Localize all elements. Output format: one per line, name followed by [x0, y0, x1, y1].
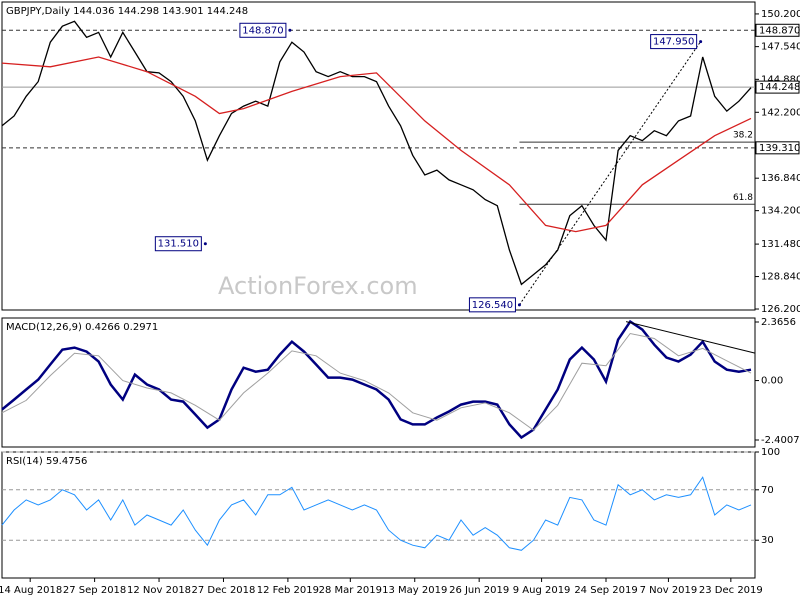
annotation-label: 148.870	[242, 25, 283, 36]
y-tick-label: 2.3656	[761, 317, 796, 328]
y-tick-label: 144.880	[761, 74, 800, 85]
fib-label: 61.8	[733, 193, 753, 203]
y-tick-label: 142.200	[761, 107, 800, 118]
x-tick-label: 28 Mar 2019	[319, 585, 382, 596]
y-tick-label: 150.200	[761, 9, 800, 20]
watermark: ActionForex.com	[218, 272, 418, 300]
level-label: 139.310	[759, 143, 800, 154]
fib-label: 38.2	[733, 131, 753, 141]
y-tick-label: -2.4007	[761, 435, 800, 446]
x-tick-label: 27 Dec 2018	[192, 585, 256, 596]
panel	[1, 451, 756, 579]
y-tick-label: 134.200	[761, 206, 800, 217]
x-tick-label: 26 Jun 2019	[449, 585, 509, 596]
y-tick-label: 147.540	[761, 42, 800, 53]
x-tick-label: 13 May 2019	[382, 585, 447, 596]
x-tick-label: 24 Sep 2019	[574, 585, 637, 596]
annotation-label: 126.540	[472, 300, 513, 311]
annotation-box	[239, 22, 287, 38]
y-tick-label: 100	[761, 447, 780, 458]
level-label: 148.870	[759, 25, 800, 36]
annotation-point	[699, 40, 703, 44]
y-tick-label: 136.840	[761, 173, 800, 184]
annotation-point	[288, 28, 292, 32]
annotation-label: 147.950	[653, 37, 694, 48]
annotation-box	[468, 297, 516, 313]
annotation-box	[154, 236, 202, 252]
panel	[1, 317, 756, 448]
y-tick-label: 128.840	[761, 272, 800, 283]
level-box	[755, 80, 800, 94]
panel-title: GBPJPY,Daily 144.036 144.298 143.901 144…	[6, 6, 248, 17]
annotation-label: 131.510	[158, 239, 199, 250]
y-tick-label: 131.480	[761, 239, 800, 250]
level-box	[755, 23, 800, 37]
level-label: 144.248	[759, 82, 800, 93]
y-tick-label: 70	[761, 485, 774, 496]
series-line	[1, 476, 752, 551]
y-tick-label: 0.00	[761, 376, 783, 387]
x-tick-label: 12 Feb 2019	[257, 585, 319, 596]
annotation-box	[650, 34, 698, 50]
panel-title: MACD(12,26,9) 0.4266 0.2971	[6, 322, 158, 333]
y-tick-label: 30	[761, 535, 774, 546]
x-tick-label: 12 Nov 2018	[127, 585, 191, 596]
series-line	[625, 321, 756, 354]
x-tick-label: 27 Sep 2018	[63, 585, 126, 596]
x-tick-label: 7 Nov 2019	[640, 585, 698, 596]
series-line	[1, 56, 752, 233]
panel-title: RSI(14) 59.4756	[6, 456, 87, 467]
level-box	[755, 141, 800, 155]
series-line	[1, 319, 752, 440]
x-tick-label: 9 Aug 2019	[513, 585, 571, 596]
annotation-point	[203, 242, 207, 246]
series-line	[1, 20, 752, 286]
panel	[1, 1, 756, 311]
x-tick-label: 14 Aug 2018	[0, 585, 62, 596]
y-tick-label: 126.200	[761, 304, 800, 315]
x-tick-label: 23 Dec 2019	[699, 585, 763, 596]
series-line	[1, 332, 752, 431]
series-line	[518, 41, 702, 306]
annotation-point	[517, 303, 521, 307]
